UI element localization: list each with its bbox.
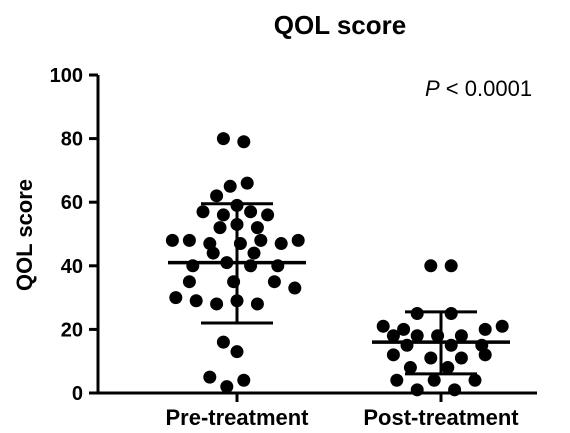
data-point — [478, 348, 492, 362]
data-point — [237, 135, 251, 149]
y-tick-label: 40 — [61, 256, 83, 278]
data-point — [468, 373, 482, 387]
data-marks — [165, 132, 510, 397]
data-point — [386, 348, 400, 362]
data-point — [444, 307, 458, 320]
data-point — [441, 361, 455, 375]
data-point — [216, 208, 230, 222]
data-point — [230, 345, 244, 359]
y-axis-label: QOL score — [12, 179, 37, 291]
p-value-symbol: P — [425, 76, 440, 101]
y-tick-label: 0 — [72, 383, 83, 405]
data-point — [454, 351, 468, 365]
data-point — [424, 351, 438, 365]
data-point — [410, 307, 424, 320]
data-point — [169, 291, 183, 305]
data-point — [216, 335, 230, 349]
data-point — [240, 176, 254, 190]
data-point — [182, 233, 196, 247]
data-point — [220, 380, 234, 394]
data-point — [427, 373, 441, 387]
data-point — [210, 189, 224, 203]
data-point — [223, 179, 237, 193]
data-point — [424, 259, 438, 273]
data-point — [206, 246, 220, 260]
data-point — [203, 370, 217, 384]
data-point — [254, 233, 268, 247]
p-value-text: < 0.0001 — [440, 76, 532, 101]
data-point — [210, 297, 224, 311]
data-point — [247, 246, 261, 260]
data-point — [250, 297, 264, 311]
y-tick-label: 60 — [61, 192, 83, 214]
data-point — [448, 383, 462, 397]
data-point — [454, 329, 468, 343]
data-point — [410, 383, 424, 397]
data-point — [165, 233, 179, 247]
data-point — [444, 259, 458, 273]
x-tick-label: Pre-treatment — [165, 405, 309, 430]
data-point — [244, 205, 258, 219]
data-point — [189, 294, 203, 308]
x-tick-label: Post-treatment — [363, 405, 519, 430]
data-point — [410, 329, 424, 343]
p-value-annotation: P < 0.0001 — [425, 76, 532, 101]
data-point — [478, 322, 492, 336]
data-point — [213, 221, 227, 235]
data-point — [267, 275, 281, 289]
data-point — [291, 233, 305, 247]
data-point — [376, 319, 390, 333]
data-point — [216, 132, 230, 146]
data-point — [274, 237, 288, 251]
data-point — [237, 373, 251, 387]
data-point — [288, 281, 302, 295]
data-point — [390, 373, 404, 387]
y-tick-label: 20 — [61, 319, 83, 341]
data-point — [250, 221, 264, 235]
y-tick-label: 80 — [61, 129, 83, 151]
data-point — [397, 322, 411, 336]
data-point — [196, 205, 210, 219]
data-point — [261, 208, 275, 222]
y-tick-label: 100 — [50, 65, 83, 87]
data-point — [386, 329, 400, 343]
data-point — [403, 361, 417, 375]
data-point — [495, 319, 509, 333]
data-point — [182, 275, 196, 289]
chart-title: QOL score — [274, 10, 406, 40]
axes: 0 20 40 60 80 100 Pre-treatment Post-treatment — [50, 65, 537, 430]
